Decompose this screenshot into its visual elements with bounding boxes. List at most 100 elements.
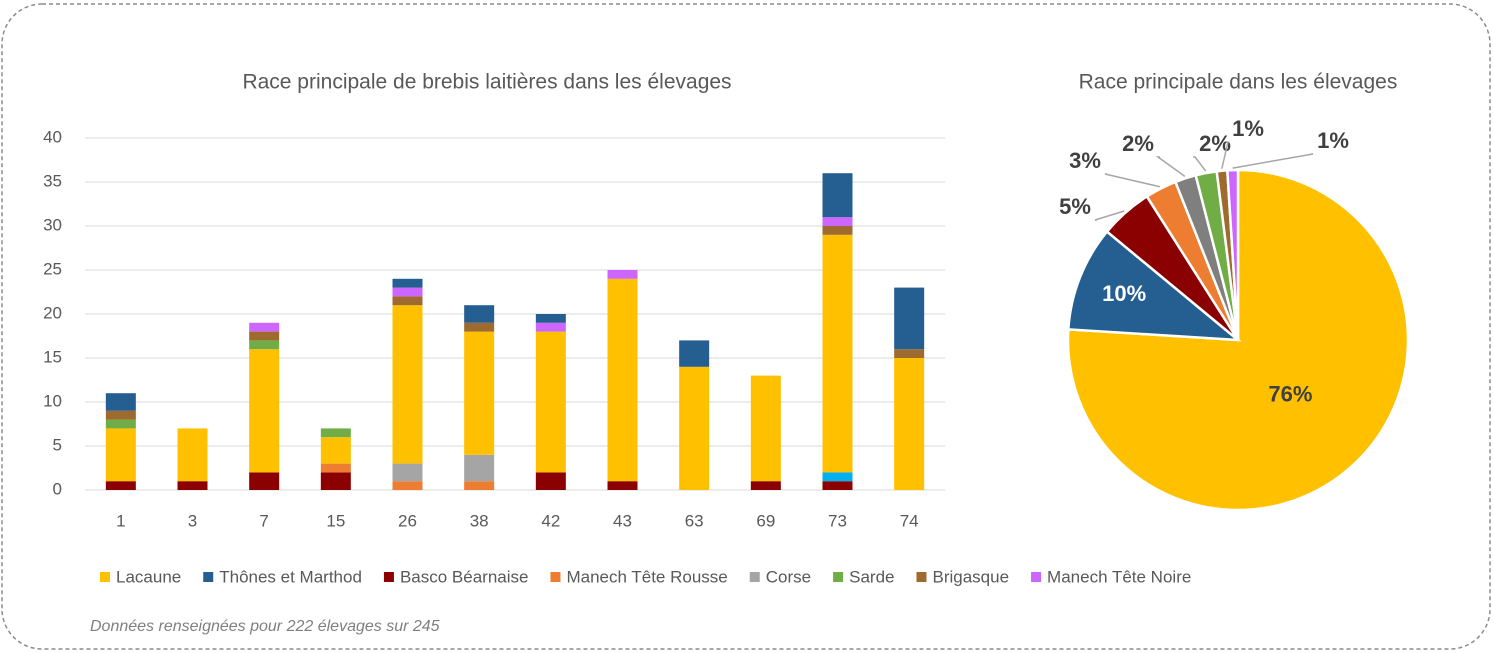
pie-label: 10% <box>1102 281 1146 306</box>
bar-segment <box>607 278 638 482</box>
bar-segment <box>535 472 566 490</box>
bar-segment <box>464 322 495 332</box>
bar-segment <box>894 358 925 490</box>
bar-segment <box>822 173 853 218</box>
bar-segment <box>822 226 853 235</box>
y-tick-label: 35 <box>43 171 62 190</box>
x-tick-label: 69 <box>756 511 775 530</box>
leader-line <box>1155 156 1186 178</box>
leader-line <box>1221 141 1229 169</box>
bar-segment <box>535 314 566 323</box>
pie-label: 1% <box>1232 116 1264 141</box>
legend-label: Basco Béarnaise <box>400 567 529 586</box>
legend-swatch <box>203 572 214 582</box>
legend-label: Manech Tête Rousse <box>566 567 727 586</box>
bar-segment <box>392 287 423 297</box>
legend-swatch <box>1031 572 1042 582</box>
pie-label: 3% <box>1069 148 1101 173</box>
leader-line <box>1104 173 1161 188</box>
bar-segment <box>177 428 208 482</box>
bar-title: Race principale de brebis laitières dans… <box>242 71 731 94</box>
bar-segment <box>464 305 495 323</box>
bar-segment <box>822 234 853 473</box>
bar-segment <box>607 270 638 279</box>
bar-segment <box>105 410 136 420</box>
x-tick-label: 74 <box>900 511 919 530</box>
legend-label: Brigasque <box>932 567 1009 586</box>
legend-swatch <box>749 572 760 582</box>
legend-label: Lacaune <box>116 567 181 586</box>
footnote: Données renseignées pour 222 élevages su… <box>90 618 440 635</box>
y-tick-label: 25 <box>43 259 62 278</box>
pie-label: 76% <box>1268 382 1312 407</box>
pie-label: 5% <box>1059 194 1091 219</box>
x-tick-label: 15 <box>326 511 345 530</box>
leader-line <box>1232 153 1314 169</box>
bar-segment <box>822 472 853 482</box>
bar-segment <box>320 463 351 473</box>
legend-swatch <box>916 572 927 582</box>
bar-segment <box>249 331 280 341</box>
y-tick-label: 20 <box>43 303 62 322</box>
bar-segment <box>464 454 495 482</box>
bar-segment <box>392 463 423 482</box>
bar-segment <box>392 278 423 288</box>
bar-segment <box>320 472 351 490</box>
bar-segment <box>822 217 853 226</box>
x-tick-label: 7 <box>259 511 268 530</box>
x-tick-label: 73 <box>828 511 847 530</box>
bar-segment <box>535 322 566 332</box>
pie-label: 2% <box>1122 131 1154 156</box>
legend-label: Thônes et Marthod <box>219 567 362 586</box>
pie-slice <box>1226 168 1240 341</box>
legend-swatch <box>383 572 394 582</box>
bar-segment <box>679 340 710 367</box>
y-tick-label: 5 <box>53 435 62 454</box>
legend-swatch <box>833 572 844 582</box>
x-tick-label: 26 <box>398 511 417 530</box>
bar-segment <box>249 349 280 473</box>
x-tick-label: 42 <box>541 511 560 530</box>
bar-segment <box>464 331 495 455</box>
bar-segment <box>894 349 925 358</box>
legend-label: Sarde <box>849 567 894 586</box>
y-tick-label: 10 <box>43 391 62 410</box>
bar-segment <box>249 322 280 332</box>
pie-title: Race principale dans les élevages <box>1079 71 1398 94</box>
bar-segment <box>750 375 781 482</box>
bar-segment <box>105 419 136 429</box>
pie-slice <box>1067 229 1242 342</box>
bar-segment <box>750 481 781 490</box>
y-tick-label: 30 <box>43 215 62 234</box>
legend-swatch <box>550 572 561 582</box>
bar-segment <box>249 340 280 350</box>
x-tick-label: 3 <box>188 511 197 530</box>
bar-segment <box>392 481 423 490</box>
y-tick-label: 0 <box>53 479 62 498</box>
x-tick-label: 63 <box>685 511 704 530</box>
y-tick-label: 15 <box>43 347 62 366</box>
bar-segment <box>822 481 853 490</box>
bar-segment <box>392 296 423 306</box>
pie-label: 1% <box>1317 128 1349 153</box>
frame <box>1 3 1491 650</box>
bar-segment <box>105 481 136 490</box>
y-tick-label: 40 <box>43 127 62 146</box>
bar-segment <box>177 481 208 490</box>
pie-slice <box>1066 168 1410 512</box>
bar-segment <box>464 481 495 490</box>
bar-segment <box>105 393 136 411</box>
bar-segment <box>679 366 710 490</box>
bar-segment <box>320 428 351 438</box>
x-tick-label: 38 <box>470 511 489 530</box>
legend-swatch <box>100 572 110 582</box>
leader-line <box>1193 156 1207 172</box>
legend-label: Manech Tête Noire <box>1047 567 1191 586</box>
leader-line <box>1094 210 1125 221</box>
bar-segment <box>894 287 925 350</box>
bar-segment <box>249 472 280 490</box>
bar-segment <box>105 428 136 482</box>
legend-label: Corse <box>766 567 811 586</box>
bar-segment <box>607 481 638 490</box>
